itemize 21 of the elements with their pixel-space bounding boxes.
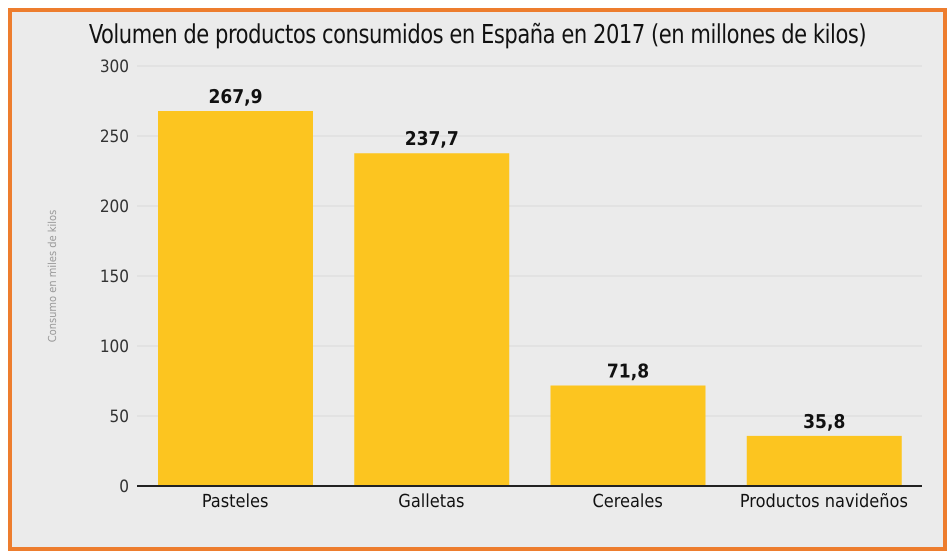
- bar: [550, 385, 706, 486]
- y-tick-label: 250: [100, 127, 129, 148]
- data-label: 267,9: [208, 86, 263, 108]
- y-tick-label: 0: [119, 477, 129, 498]
- y-tick-label: 300: [100, 57, 129, 78]
- y-axis-title: Consumo en miles de kilos: [46, 210, 59, 342]
- bar: [158, 110, 313, 486]
- x-tick-label: Galletas: [398, 490, 464, 512]
- x-tick-label: Productos navideños: [740, 490, 908, 512]
- y-tick-label: 150: [100, 267, 129, 288]
- y-tick-label: 100: [100, 337, 129, 358]
- x-tick-label: Pasteles: [202, 490, 268, 512]
- x-tick-label: Cereales: [592, 490, 663, 512]
- data-label: 237,7: [404, 128, 459, 150]
- bar: [746, 436, 902, 486]
- data-label: 71,8: [606, 360, 650, 382]
- y-tick-label: 200: [100, 197, 129, 218]
- chart-title: Volumen de productos consumidos en España en 2017 (en millones de kilos): [88, 20, 868, 52]
- data-label: 35,8: [803, 410, 846, 433]
- y-tick-label: 50: [110, 407, 129, 428]
- bar: [354, 153, 510, 486]
